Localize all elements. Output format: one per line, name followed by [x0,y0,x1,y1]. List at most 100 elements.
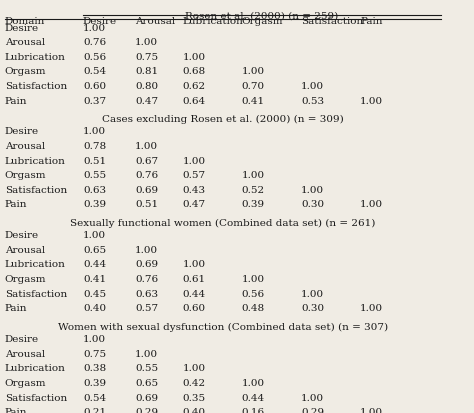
Text: 0.56: 0.56 [242,290,265,299]
Text: 0.54: 0.54 [83,394,106,403]
Text: 1.00: 1.00 [135,142,158,151]
Text: Desire: Desire [5,335,39,344]
Text: Lubrication: Lubrication [5,261,65,269]
Text: Pain: Pain [360,17,383,26]
Text: 1.00: 1.00 [83,335,106,344]
Text: 1.00: 1.00 [301,82,324,91]
Text: Pain: Pain [5,97,27,106]
Text: 0.45: 0.45 [83,290,106,299]
Text: 0.81: 0.81 [135,67,158,76]
Text: 1.00: 1.00 [360,200,383,209]
Text: 0.42: 0.42 [182,379,206,388]
Text: 0.54: 0.54 [83,67,106,76]
Text: 0.57: 0.57 [182,171,206,180]
Text: 0.64: 0.64 [182,97,206,106]
Text: 0.30: 0.30 [301,304,324,313]
Text: 0.68: 0.68 [182,67,206,76]
Text: Arousal: Arousal [5,38,45,47]
Text: 0.76: 0.76 [83,38,106,47]
Text: Orgasm: Orgasm [5,275,46,284]
Text: 0.39: 0.39 [242,200,265,209]
Text: 0.39: 0.39 [83,200,106,209]
Text: Orgasm: Orgasm [242,17,283,26]
Text: 0.29: 0.29 [135,408,158,413]
Text: 0.44: 0.44 [242,394,265,403]
Text: Rosen et al. (2000) (n = 259): Rosen et al. (2000) (n = 259) [185,12,338,21]
Text: Satisfaction: Satisfaction [5,394,67,403]
Text: 0.70: 0.70 [242,82,265,91]
Text: 0.65: 0.65 [135,379,158,388]
Text: Orgasm: Orgasm [5,67,46,76]
Text: 1.00: 1.00 [135,38,158,47]
Text: Desire: Desire [5,24,39,33]
Text: 0.67: 0.67 [135,157,158,166]
Text: 0.35: 0.35 [182,394,206,403]
Text: 0.55: 0.55 [135,364,158,373]
Text: 0.48: 0.48 [242,304,265,313]
Text: 1.00: 1.00 [242,67,265,76]
Text: 1.00: 1.00 [242,171,265,180]
Text: Desire: Desire [5,231,39,240]
Text: 0.56: 0.56 [83,53,106,62]
Text: 0.29: 0.29 [301,408,324,413]
Text: 0.47: 0.47 [135,97,158,106]
Text: 1.00: 1.00 [301,394,324,403]
Text: Satisfaction: Satisfaction [5,82,67,91]
Text: Arousal: Arousal [135,17,175,26]
Text: 0.61: 0.61 [182,275,206,284]
Text: Lubrication: Lubrication [182,17,243,26]
Text: 0.51: 0.51 [135,200,158,209]
Text: Arousal: Arousal [5,142,45,151]
Text: 0.76: 0.76 [135,275,158,284]
Text: 0.63: 0.63 [135,290,158,299]
Text: 0.80: 0.80 [135,82,158,91]
Text: 1.00: 1.00 [135,350,158,359]
Text: Desire: Desire [83,17,117,26]
Text: 0.55: 0.55 [83,171,106,180]
Text: Domain: Domain [5,17,45,26]
Text: 1.00: 1.00 [182,364,206,373]
Text: 0.76: 0.76 [135,171,158,180]
Text: Pain: Pain [5,200,27,209]
Text: 0.44: 0.44 [83,261,106,269]
Text: 0.41: 0.41 [242,97,265,106]
Text: Cases excluding Rosen et al. (2000) (n = 309): Cases excluding Rosen et al. (2000) (n =… [102,115,344,124]
Text: 0.78: 0.78 [83,142,106,151]
Text: 0.75: 0.75 [83,350,106,359]
Text: 0.65: 0.65 [83,246,106,255]
Text: 0.47: 0.47 [182,200,206,209]
Text: Pain: Pain [5,408,27,413]
Text: 0.39: 0.39 [83,379,106,388]
Text: 1.00: 1.00 [182,157,206,166]
Text: 1.00: 1.00 [182,261,206,269]
Text: 1.00: 1.00 [360,304,383,313]
Text: 1.00: 1.00 [135,246,158,255]
Text: 1.00: 1.00 [360,408,383,413]
Text: Lubrication: Lubrication [5,53,65,62]
Text: Desire: Desire [5,128,39,136]
Text: Orgasm: Orgasm [5,171,46,180]
Text: 1.00: 1.00 [301,290,324,299]
Text: 0.51: 0.51 [83,157,106,166]
Text: 0.16: 0.16 [242,408,265,413]
Text: 0.43: 0.43 [182,186,206,195]
Text: 0.41: 0.41 [83,275,106,284]
Text: 1.00: 1.00 [83,24,106,33]
Text: Lubrication: Lubrication [5,364,65,373]
Text: Satisfaction: Satisfaction [5,290,67,299]
Text: 1.00: 1.00 [182,53,206,62]
Text: Orgasm: Orgasm [5,379,46,388]
Text: 0.62: 0.62 [182,82,206,91]
Text: Arousal: Arousal [5,350,45,359]
Text: 0.52: 0.52 [242,186,265,195]
Text: 0.69: 0.69 [135,186,158,195]
Text: 0.30: 0.30 [301,200,324,209]
Text: 1.00: 1.00 [360,97,383,106]
Text: 1.00: 1.00 [83,231,106,240]
Text: Sexually functional women (Combined data set) (n = 261): Sexually functional women (Combined data… [70,219,375,228]
Text: 0.60: 0.60 [83,82,106,91]
Text: 0.75: 0.75 [135,53,158,62]
Text: 0.40: 0.40 [83,304,106,313]
Text: 0.69: 0.69 [135,261,158,269]
Text: 0.57: 0.57 [135,304,158,313]
